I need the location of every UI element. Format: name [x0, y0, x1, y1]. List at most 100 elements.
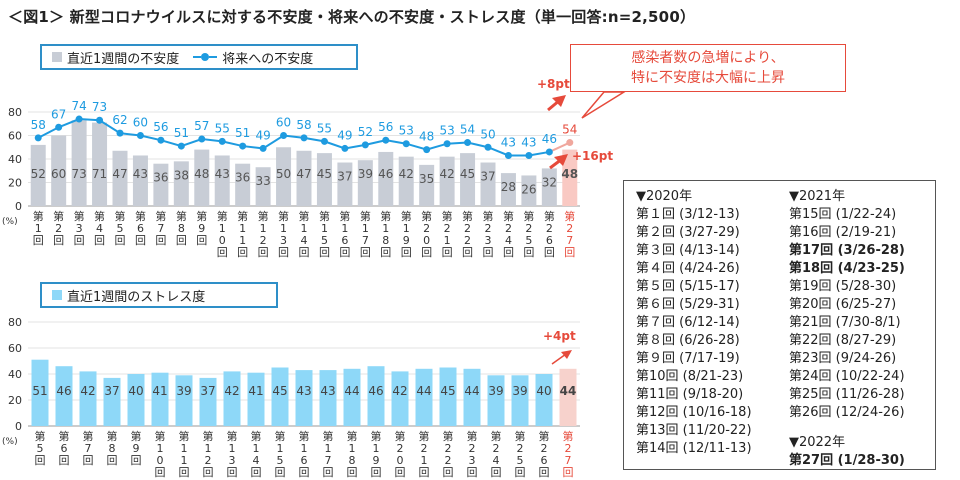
bar-value-label: 48: [561, 167, 578, 181]
schedule-row: 第11回 (9/18-20): [636, 386, 752, 404]
legend-label-stress: 直近1週間のストレス度: [67, 289, 206, 305]
bar-anxiety: [194, 149, 210, 206]
line-value-label: 67: [51, 107, 66, 121]
bar-value-label: 43: [296, 384, 311, 398]
point-future: [55, 123, 63, 131]
schedule-round-dates: (4/23-25): [833, 261, 905, 276]
bar-stress: [535, 374, 553, 426]
line-value-label: 53: [439, 124, 454, 138]
schedule-round-label: 第８回: [636, 333, 676, 348]
bar-value-label: 52: [31, 167, 46, 181]
point-future: [198, 135, 206, 143]
schedule-round-dates: (1/28-30): [833, 453, 905, 468]
bar-value-label: 46: [56, 384, 71, 398]
schedule-round-dates: (11/26-28): [831, 387, 905, 402]
line-value-label: 74: [71, 99, 86, 113]
point-future: [382, 136, 390, 144]
schedule-year-2021: ▼2021年: [789, 189, 846, 204]
legend-anxiety: 直近1週間の不安度 将来への不安度: [40, 44, 358, 70]
line-value-label: 43: [501, 135, 516, 149]
bar-value-label: 33: [255, 174, 270, 188]
bar-value-label: 46: [378, 167, 393, 181]
schedule-row: 第21回 (7/30-8/1): [789, 314, 905, 332]
point-future: [136, 132, 144, 139]
line-value-label: 43: [521, 135, 536, 149]
bar-value-label: 40: [128, 384, 143, 398]
bar-value-label: 26: [521, 182, 536, 196]
point-future: [96, 116, 104, 124]
schedule-row: 第19回 (5/28-30): [789, 278, 905, 296]
line-future-segment-last: [548, 141, 571, 153]
schedule-round-label: 第11回: [636, 387, 679, 402]
y-unit-label: (%): [2, 217, 18, 227]
bar-stress: [415, 368, 433, 426]
schedule-round-label: 第14回: [636, 441, 679, 456]
line-value-label: 60: [276, 116, 291, 130]
bar-value-label: 46: [368, 384, 383, 398]
schedule-row: 第１回 (3/12-13): [636, 206, 752, 224]
schedule-round-label: 第26回: [789, 405, 832, 420]
schedule-round-dates: (12/24-26): [831, 405, 905, 420]
line-value-label: 49: [255, 128, 270, 142]
schedule-column-2020: ▼2020年 第１回 (3/12-13) 第２回 (3/27-29) 第３回 (4/…: [636, 188, 752, 458]
schedule-round-label: 第27回: [789, 453, 834, 468]
schedule-row: 第14回 (12/11-13): [636, 440, 752, 458]
schedule-round-dates: (4/13-14): [675, 243, 740, 258]
point-future: [239, 142, 247, 150]
legend-swatch-stress: [52, 290, 62, 300]
bar-value-label: 40: [536, 384, 551, 398]
point-future: [525, 151, 533, 159]
line-value-label: 49: [337, 128, 352, 142]
callout-line-1: 感染者数の急増により、: [631, 50, 785, 66]
bar-stress: [271, 367, 289, 426]
y-tick-label: 20: [8, 177, 22, 190]
schedule-row: 第７回 (6/12-14): [636, 314, 752, 332]
point-future: [177, 142, 185, 150]
bar-value-label: 37: [337, 170, 352, 184]
bar-value-label: 37: [104, 384, 119, 398]
schedule-round-label: 第12回: [636, 405, 679, 420]
bar-anxiety: [92, 122, 108, 206]
line-value-label: 73: [92, 100, 107, 114]
bar-stress: [319, 370, 337, 426]
bar-stress: [175, 375, 193, 426]
point-future: [280, 132, 288, 139]
line-value-label: 55: [317, 121, 332, 135]
point-future: [157, 136, 165, 144]
bar-value-label: 37: [200, 384, 215, 398]
bar-value-label: 60: [51, 167, 66, 181]
line-value-label: 50: [480, 127, 495, 141]
bar-anxiety: [500, 173, 516, 206]
point-future: [464, 139, 472, 147]
schedule-round-label: 第10回: [636, 369, 679, 384]
schedule-row: 第22回 (8/27-29): [789, 332, 905, 350]
callout-pointer: [581, 91, 627, 119]
annotation-future-change: +8pt: [537, 77, 570, 91]
schedule-round-dates: (1/22-24): [831, 207, 897, 222]
bar-value-label: 42: [392, 384, 407, 398]
bar-anxiety: [235, 163, 251, 206]
y-tick-label: 20: [8, 394, 22, 407]
page-title: ＜図1＞ 新型コロナウイルスに対する不安度・将来への不安度・ストレス度（単一回答…: [8, 8, 696, 26]
bar-value-label: 45: [460, 167, 475, 181]
bar-value-label: 37: [480, 170, 495, 184]
schedule-row: 第24回 (10/22-24): [789, 368, 905, 386]
